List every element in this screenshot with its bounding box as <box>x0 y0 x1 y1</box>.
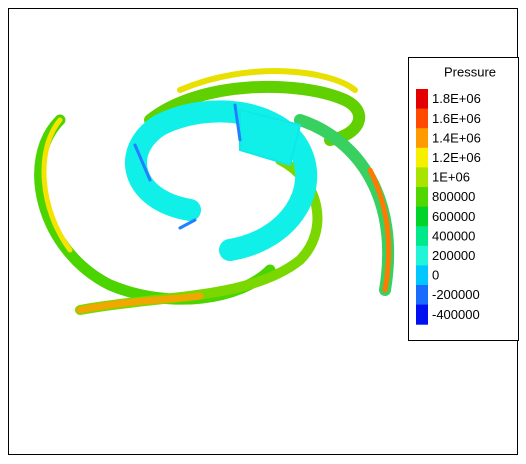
legend-label: 600000 <box>432 209 475 224</box>
legend-label: 400000 <box>432 228 475 243</box>
impeller-geometry <box>34 68 395 315</box>
legend-label: 800000 <box>432 189 475 204</box>
legend-label: -200000 <box>432 287 480 302</box>
legend-swatch <box>416 285 428 306</box>
legend-levels: 1.8E+06 1.6E+06 1.4E+06 1.2E+06 1E+06 800000 6… <box>416 89 481 325</box>
legend-swatch <box>416 187 428 208</box>
legend-label: 1.2E+06 <box>432 150 481 165</box>
legend-label: 1.8E+06 <box>432 91 481 106</box>
legend-label: 0 <box>432 268 439 283</box>
legend-label: -400000 <box>432 307 480 322</box>
legend-label: 1.4E+06 <box>432 130 481 145</box>
legend-swatch <box>416 265 428 286</box>
legend-swatch <box>416 226 428 247</box>
legend-swatch <box>416 245 428 266</box>
legend-swatch <box>416 167 428 188</box>
legend-label: 1.6E+06 <box>432 111 481 126</box>
legend-label: 1E+06 <box>432 170 470 185</box>
legend: Pressure 1.8E+06 1.6E+06 1.4E+06 1.2E+06 1E+… <box>408 57 519 341</box>
legend-swatch <box>416 89 428 110</box>
legend-swatch <box>416 206 428 227</box>
legend-title: Pressure <box>444 64 496 79</box>
legend-label: 200000 <box>432 248 475 263</box>
legend-swatch <box>416 147 428 168</box>
legend-swatch <box>416 108 428 129</box>
legend-swatch <box>416 128 428 149</box>
legend-swatch <box>416 304 428 325</box>
